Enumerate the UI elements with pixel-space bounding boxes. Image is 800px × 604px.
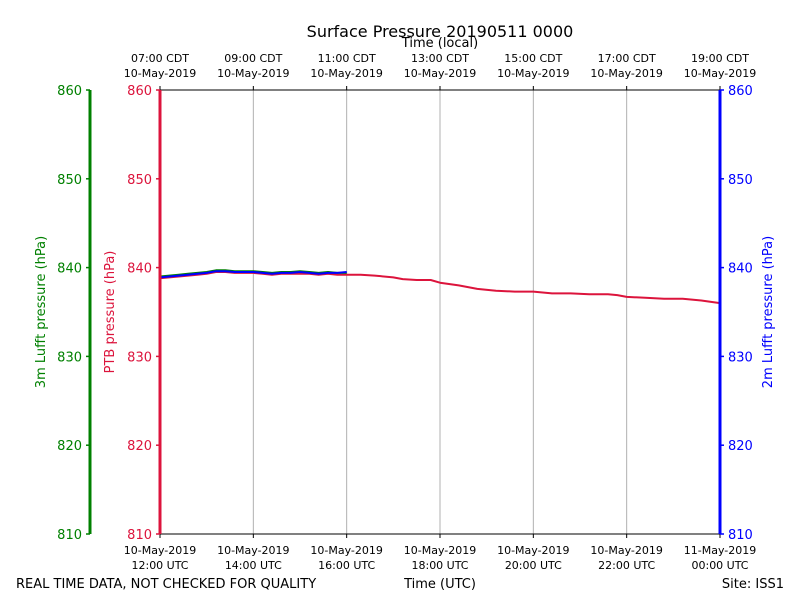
y-tick-label-left-outer: 840: [57, 262, 82, 277]
y-tick-label-right: 850: [728, 173, 753, 188]
x-tick-label-utc-date: 10-May-2019: [404, 544, 476, 557]
y-tick-label-right: 810: [728, 528, 753, 543]
quality-footer: REAL TIME DATA, NOT CHECKED FOR QUALITY: [16, 577, 316, 592]
x-tick-label-utc-time: 18:00 UTC: [411, 559, 468, 572]
x-tick-label-local-date: 10-May-2019: [217, 67, 289, 80]
y-tick-label-right: 860: [728, 84, 753, 99]
y-tick-label-left-outer: 810: [57, 528, 82, 543]
y-tick-label-left-outer: 850: [57, 173, 82, 188]
series-line-2m-lufft-pressure: [159, 270, 347, 279]
x-tick-label-utc-date: 10-May-2019: [217, 544, 289, 557]
x-tick-label-local-time: 15:00 CDT: [504, 52, 562, 65]
x-tick-label-local-date: 10-May-2019: [590, 67, 662, 80]
x-tick-label-local-time: 17:00 CDT: [598, 52, 656, 65]
chart-title: Surface Pressure 20190511 0000: [307, 22, 574, 41]
x-tick-label-local-time: 19:00 CDT: [691, 52, 749, 65]
x-tick-label-local-date: 10-May-2019: [310, 67, 382, 80]
axes-layer: 10-May-2019 12:00 UTC 07:00 CDT 10-May-2019…: [57, 52, 756, 572]
x-tick-label-local-time: 07:00 CDT: [131, 52, 189, 65]
grid-lines: [252, 90, 628, 534]
x-tick-label-utc-time: 12:00 UTC: [131, 559, 188, 572]
y-tick-label-left-inner: 810: [127, 528, 152, 543]
series-layer: [159, 269, 721, 305]
site-footer: Site: ISS1: [722, 577, 784, 592]
y-tick-label-left-outer: 860: [57, 84, 82, 99]
y-tick-label-right: 830: [728, 350, 753, 365]
x-tick-label-utc-date: 10-May-2019: [590, 544, 662, 557]
x-tick-label-local-time: 11:00 CDT: [318, 52, 376, 65]
x-tick-label-utc-date: 11-May-2019: [684, 544, 756, 557]
x-tick-label-local-date: 10-May-2019: [404, 67, 476, 80]
x-tick-label-local-date: 10-May-2019: [497, 67, 569, 80]
x-tick-label-local-date: 10-May-2019: [684, 67, 756, 80]
y-axis-right-label: 2m Lufft pressure (hPa): [761, 236, 776, 388]
x-tick-label-utc-time: 16:00 UTC: [318, 559, 375, 572]
x-tick-label-local-date: 10-May-2019: [124, 67, 196, 80]
x-tick-label-utc-time: 00:00 UTC: [691, 559, 748, 572]
x-tick-label-utc-time: 20:00 UTC: [505, 559, 562, 572]
y-tick-label-left-outer: 820: [57, 439, 82, 454]
y-tick-label-left-inner: 850: [127, 173, 152, 188]
x-tick-label-utc-time: 14:00 UTC: [225, 559, 282, 572]
x-tick-label-local-time: 13:00 CDT: [411, 52, 469, 65]
x-tick-label-utc-time: 22:00 UTC: [598, 559, 655, 572]
y-tick-label-left-inner: 820: [127, 439, 152, 454]
x-tick-label-utc-date: 10-May-2019: [124, 544, 196, 557]
x-axis-top-label: Time (local): [401, 36, 478, 51]
y-tick-label-left-inner: 860: [127, 84, 152, 99]
y-axis-left-inner-label: PTB pressure (hPa): [103, 251, 118, 374]
y-tick-label-right: 820: [728, 439, 753, 454]
x-axis-bottom-label: Time (UTC): [403, 577, 476, 592]
x-tick-label-utc-date: 10-May-2019: [310, 544, 382, 557]
y-tick-label-right: 840: [728, 262, 753, 277]
x-tick-label-local-time: 09:00 CDT: [224, 52, 282, 65]
y-tick-label-left-inner: 830: [127, 350, 152, 365]
y-axis-left-outer-label: 3m Lufft pressure (hPa): [34, 236, 49, 388]
y-tick-label-left-inner: 840: [127, 262, 152, 277]
y-tick-label-left-outer: 830: [57, 350, 82, 365]
x-tick-label-utc-date: 10-May-2019: [497, 544, 569, 557]
